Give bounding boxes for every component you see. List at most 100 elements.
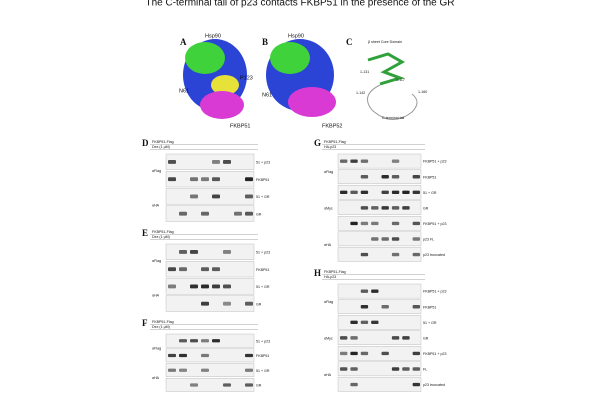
blot-band — [179, 267, 187, 272]
antibody-label: αHA — [152, 376, 160, 380]
blot-band — [223, 160, 231, 164]
panel-label: A — [180, 37, 187, 47]
blot-band — [190, 383, 198, 387]
blot-band — [212, 267, 220, 272]
blot-header: HA-p23 — [324, 145, 336, 149]
band-label: FKBP51 + p23 — [423, 222, 446, 226]
blot-band — [223, 301, 231, 306]
blot-band — [391, 190, 400, 195]
blot-strip — [165, 205, 255, 222]
blot-strip — [337, 299, 422, 314]
blot-band — [245, 194, 253, 199]
band-label: p23 FL — [423, 238, 434, 242]
annotation: β sheet Core Domain — [368, 40, 402, 44]
band-label: 51 + GR — [256, 369, 270, 373]
blot-band — [360, 289, 369, 293]
blot-band — [412, 382, 420, 387]
antibody-label: αHA — [152, 204, 160, 208]
blot-band — [245, 383, 253, 387]
band-label: GR — [423, 336, 429, 340]
band-label: 51 + p23 — [256, 161, 270, 165]
blot-band — [391, 175, 400, 179]
band-label: FKBP51 — [256, 268, 269, 272]
blot-band — [190, 177, 198, 182]
blot-strip — [165, 295, 255, 312]
structure-a — [183, 39, 247, 119]
blot-band — [360, 351, 369, 356]
band-label: 51 + p23 — [256, 251, 270, 255]
blot-strip — [165, 333, 255, 348]
band-label: FKBP51 + p23 — [423, 160, 446, 164]
blot-band — [350, 367, 358, 371]
blot-band — [190, 339, 198, 343]
blot-band — [179, 339, 187, 343]
blot-band — [360, 190, 369, 195]
blot-strip — [165, 261, 255, 278]
blot-band — [350, 336, 358, 340]
blot-strip — [337, 330, 422, 345]
blot-band — [412, 237, 420, 241]
blot-band — [360, 320, 369, 325]
blot-band — [391, 367, 400, 371]
annotation: Hsp90 — [288, 33, 304, 39]
band-label: 51 + GR — [256, 285, 270, 289]
blot-strip — [165, 378, 255, 392]
band-label: GR — [423, 206, 429, 210]
blot-band — [201, 368, 209, 372]
blot-band — [245, 301, 253, 306]
band-label: FL — [423, 368, 427, 372]
blot-strip — [337, 283, 422, 299]
blot-band — [168, 284, 176, 289]
figure-title: The C-terminal tail of p23 contacts FKBP… — [145, 0, 454, 9]
blot-band — [350, 351, 358, 356]
blot-band — [412, 305, 420, 309]
band-label: FKBP51 + p23 — [423, 352, 446, 356]
blot-strip — [165, 348, 255, 363]
blot-band — [360, 159, 369, 163]
blot-strip — [165, 363, 255, 377]
antibody-label: αHA — [324, 373, 332, 377]
blot-band — [402, 336, 410, 340]
blot-band — [190, 194, 198, 199]
band-label: GR — [256, 302, 262, 306]
blot-header: Dex (1 μM) — [152, 235, 170, 239]
blot-strip — [165, 243, 255, 260]
blot-band — [223, 383, 231, 387]
blot-strip — [165, 278, 255, 295]
blot-band — [391, 159, 400, 163]
blot-band — [391, 221, 400, 226]
blot-strip — [165, 188, 255, 205]
blot-band — [168, 267, 176, 272]
blot-band — [168, 160, 176, 164]
annotation: C-terminal tail — [382, 116, 404, 120]
band-label: FKBP51 — [423, 175, 436, 179]
blot-band — [402, 206, 410, 210]
band-label: FKBP51 + p23 — [423, 290, 446, 294]
blot-band — [340, 336, 348, 340]
antibody-label: αFlag — [152, 169, 161, 173]
annotation: 1-160 — [418, 90, 427, 94]
blot-band — [360, 206, 369, 210]
blot-band — [360, 252, 369, 257]
blot-strip — [337, 200, 422, 215]
blot-band — [190, 250, 198, 254]
blot-strip — [337, 153, 422, 169]
blot-strip — [337, 169, 422, 184]
band-label: 51 + GR — [423, 321, 437, 325]
annotation: N61 — [262, 92, 272, 98]
blot-band — [168, 177, 176, 182]
blot-band — [381, 351, 389, 356]
blot-header: FKBP51-Flag — [324, 270, 346, 274]
band-label: 51 + GR — [256, 195, 270, 199]
blot-band — [212, 339, 220, 343]
blot-band — [402, 367, 410, 371]
blot-band — [212, 160, 220, 164]
blot-band — [371, 206, 379, 210]
blot-band — [201, 284, 209, 289]
blot-band — [412, 221, 420, 226]
blot-header: Dex (1 μM) — [152, 145, 170, 149]
blot-band — [350, 159, 358, 163]
blot-band — [234, 211, 242, 216]
blot-band — [412, 367, 420, 371]
